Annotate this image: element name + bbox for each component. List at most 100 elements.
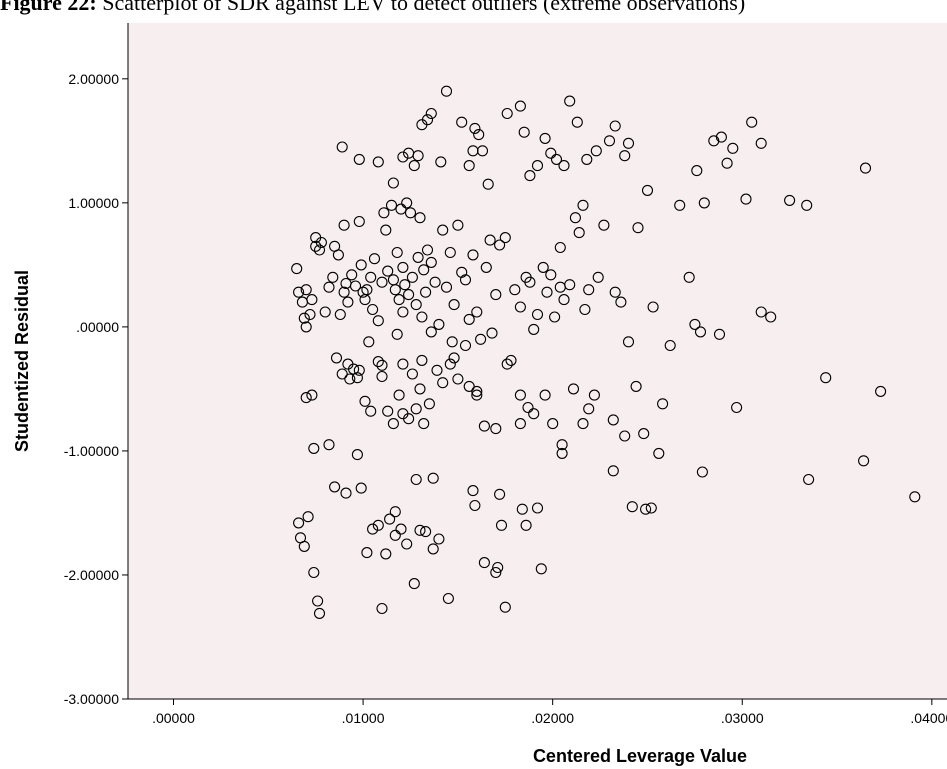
data-point <box>401 538 413 550</box>
data-point <box>674 199 686 211</box>
data-point <box>346 269 358 281</box>
data-point <box>746 116 758 128</box>
data-point <box>755 306 767 318</box>
data-point <box>664 339 676 352</box>
data-point <box>516 503 528 515</box>
data-point <box>410 299 422 311</box>
data-point <box>583 403 595 415</box>
data-point <box>577 418 589 430</box>
data-point <box>588 389 600 401</box>
data-point <box>545 269 557 281</box>
data-point <box>592 271 604 283</box>
data-point <box>408 578 420 590</box>
data-point <box>403 289 415 301</box>
data-point <box>522 401 534 414</box>
data-point <box>437 377 449 389</box>
data-point <box>412 251 424 263</box>
data-point <box>319 306 331 318</box>
data-point <box>380 224 392 236</box>
y-axis-ticks: -3.00000 -2.00000 -1.00000 .00000 1.00000 2.0… <box>64 71 128 707</box>
data-point <box>423 398 435 410</box>
data-point <box>446 336 458 348</box>
data-point <box>524 276 536 288</box>
data-point <box>421 114 434 126</box>
data-point <box>505 354 517 366</box>
data-point <box>478 557 490 569</box>
data-point <box>452 219 464 231</box>
data-point <box>469 122 481 134</box>
data-point <box>416 354 428 366</box>
data-point <box>858 455 870 467</box>
data-point <box>803 473 815 486</box>
data-point <box>715 131 727 143</box>
data-point <box>528 323 540 335</box>
data-point <box>312 595 324 607</box>
data-point <box>336 368 348 380</box>
data-point <box>418 418 430 430</box>
data-point <box>537 261 549 273</box>
data-point <box>425 326 437 338</box>
data-point <box>355 259 367 271</box>
data-point <box>609 120 621 132</box>
data-point <box>683 271 695 283</box>
y-tick-label: -3.00000 <box>64 691 119 707</box>
data-point <box>731 401 743 414</box>
data-point <box>372 315 384 327</box>
data-point <box>361 284 373 296</box>
data-point <box>520 519 532 531</box>
data-point <box>603 135 616 147</box>
data-point <box>410 403 422 415</box>
data-point <box>302 511 314 523</box>
data-point <box>694 326 707 338</box>
data-point <box>765 311 777 323</box>
data-point <box>440 281 453 293</box>
data-point <box>459 274 472 286</box>
data-point <box>349 280 362 292</box>
y-tick-label: 1.00000 <box>68 195 119 211</box>
data-point <box>482 178 494 190</box>
data-point <box>351 449 363 461</box>
data-point <box>463 160 475 172</box>
data-point <box>615 296 627 308</box>
data-point <box>431 364 443 376</box>
data-point <box>351 372 363 384</box>
data-point <box>539 132 551 144</box>
data-point <box>382 405 394 417</box>
data-point <box>486 327 498 339</box>
data-point <box>414 524 426 536</box>
data-point <box>524 170 536 182</box>
data-point <box>308 566 320 579</box>
data-point <box>378 207 390 219</box>
data-point <box>567 383 580 395</box>
data-point <box>393 294 405 306</box>
data-point <box>691 165 703 177</box>
data-point <box>315 236 327 249</box>
data-point <box>494 488 506 500</box>
data-point <box>554 241 566 254</box>
data-point <box>632 222 644 234</box>
data-point <box>581 153 593 165</box>
data-point <box>300 284 312 296</box>
data-point <box>355 482 367 494</box>
data-point <box>696 466 708 478</box>
data-point <box>564 95 576 107</box>
data-point <box>387 177 399 189</box>
data-point <box>463 380 475 392</box>
data-point <box>547 418 559 430</box>
data-point <box>545 147 557 159</box>
data-point <box>619 430 631 442</box>
data-point <box>338 219 350 231</box>
data-point <box>641 184 654 196</box>
figure-caption: Figure 22: Scatterplot of SDR against LE… <box>0 0 745 16</box>
data-point <box>363 336 375 348</box>
data-point <box>499 601 511 613</box>
data-point <box>361 547 373 559</box>
data-point <box>478 420 490 432</box>
data-point <box>467 485 479 497</box>
x-axis-title: Centered Leverage Value <box>533 746 747 766</box>
data-point <box>909 491 921 503</box>
data-point <box>583 284 595 296</box>
data-point <box>376 359 388 371</box>
data-point <box>427 472 439 484</box>
data-point <box>410 473 422 486</box>
